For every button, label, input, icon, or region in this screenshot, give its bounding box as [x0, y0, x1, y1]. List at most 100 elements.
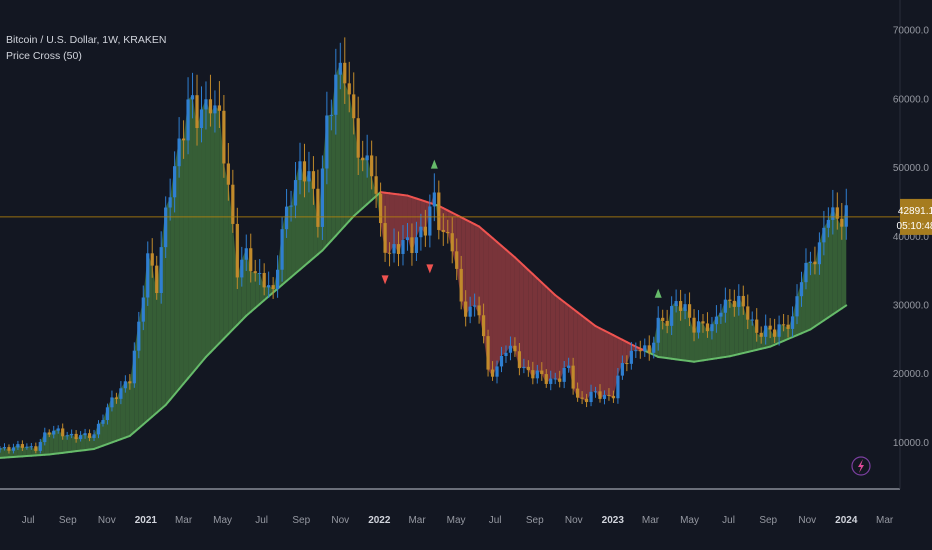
indicator-legend[interactable]: Price Cross (50): [6, 50, 82, 62]
candle-down: [34, 446, 38, 451]
x-tick-label: Nov: [331, 515, 349, 526]
fill-above-segment: [201, 99, 206, 363]
candle-down: [576, 388, 580, 398]
y-tick-label: 20000.0: [893, 369, 930, 380]
fill-above-segment: [205, 99, 211, 357]
candle-up: [276, 269, 280, 290]
candle-up: [831, 207, 835, 220]
candle-down: [544, 374, 548, 384]
candle-down: [773, 329, 777, 337]
candle-up: [2, 447, 7, 449]
candle-up: [280, 229, 284, 270]
ma-line-segment: [330, 234, 337, 242]
candle-up: [146, 253, 150, 298]
fill-below-segment: [595, 326, 600, 399]
candle-down: [155, 265, 159, 294]
ma-line-segment: [231, 323, 239, 331]
fill-below-segment: [389, 193, 395, 254]
x-tick-label: Mar: [175, 515, 193, 526]
fill-below-segment: [398, 194, 403, 254]
ma-line-segment: [196, 361, 203, 369]
fill-above-segment: [210, 105, 215, 353]
candle-up: [764, 325, 768, 337]
candle-up: [325, 115, 329, 169]
y-axis: 10000.0 20000.0 30000.0 40000.0 50000.0 60000…: [893, 26, 930, 449]
candle-up: [78, 435, 83, 440]
candle-up: [392, 244, 396, 254]
candle-down: [759, 332, 763, 337]
candle-up: [110, 397, 114, 408]
candle-up: [826, 219, 830, 228]
candle-up: [186, 99, 190, 141]
sell-signal-marker: [426, 264, 434, 274]
fill-above-segment: [223, 163, 229, 339]
candle-up: [365, 155, 369, 161]
candle-down: [455, 251, 459, 269]
ma-line-segment: [222, 333, 230, 340]
fill-above-segment: [770, 329, 775, 347]
fill-above-segment: [49, 430, 54, 455]
fill-above-segment: [371, 176, 377, 201]
candle-down: [768, 325, 772, 330]
candle-down: [20, 444, 24, 448]
candle-down: [786, 324, 790, 329]
candle-down: [450, 233, 454, 252]
x-tick-label: Sep: [292, 515, 310, 526]
candle-down: [262, 272, 266, 288]
candle-down: [7, 447, 11, 451]
ma-line-segment: [549, 289, 557, 297]
fill-above-segment: [214, 105, 220, 348]
candle-up: [616, 375, 620, 399]
symbol-legend[interactable]: Bitcoin / U.S. Dollar, 1W, KRAKEN: [6, 34, 167, 46]
candle-up: [710, 324, 714, 332]
x-tick-label: May: [213, 515, 232, 526]
buy-signal-marker: [654, 288, 662, 298]
candle-down: [584, 398, 589, 403]
ma-line-segment: [513, 256, 521, 263]
candle-up: [164, 207, 168, 248]
candle-up: [0, 448, 2, 450]
candle-down: [540, 370, 544, 375]
ma-line-segment: [339, 224, 346, 232]
fill-below-segment: [465, 219, 471, 317]
candle-up: [105, 407, 110, 420]
x-tick-label: Sep: [59, 515, 77, 526]
fill-above-segment: [823, 219, 829, 321]
candle-down: [61, 428, 65, 437]
candle-down: [441, 229, 445, 232]
x-tick-label: Jul: [722, 515, 735, 526]
fill-above-segment: [192, 95, 198, 373]
candle-up: [70, 433, 74, 436]
candle-down: [316, 188, 320, 227]
fill-above-segment: [729, 300, 735, 357]
fill-above-segment: [832, 207, 838, 315]
sell-signal-marker: [381, 275, 389, 285]
fill-above-segment: [810, 261, 815, 330]
fill-below-segment: [501, 245, 506, 356]
fill-above-segment: [353, 118, 359, 217]
fill-above-segment: [219, 110, 224, 344]
ma-line-segment: [209, 346, 216, 354]
buy-signal-marker: [430, 159, 438, 169]
candle-down: [687, 304, 692, 318]
candle-up: [240, 259, 244, 278]
candle-up: [602, 394, 607, 399]
fill-above-segment: [685, 304, 690, 362]
candle-up: [123, 381, 127, 389]
fill-below-segment: [559, 298, 565, 382]
fill-above-segment: [26, 446, 32, 457]
x-tick-label: Nov: [798, 515, 816, 526]
candle-down: [396, 244, 401, 254]
candle-up: [670, 306, 674, 326]
fill-below-segment: [591, 322, 596, 392]
fill-below-segment: [582, 315, 587, 403]
candle-up: [56, 428, 60, 431]
candle-up: [16, 444, 20, 448]
fill-below-segment: [528, 269, 533, 379]
candle-down: [607, 394, 611, 396]
lightning-bolt-icon[interactable]: [851, 456, 871, 476]
x-tick-label: Nov: [565, 515, 583, 526]
fill-below-segment: [541, 282, 547, 384]
fill-below-segment: [505, 249, 511, 353]
